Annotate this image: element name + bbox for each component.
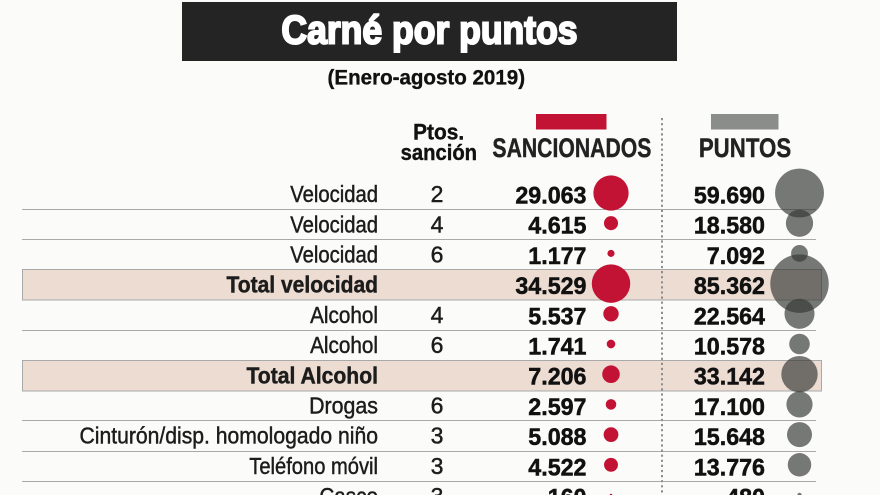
svg-text:PUNTOS: PUNTOS (699, 134, 791, 163)
svg-text:6: 6 (431, 242, 444, 268)
svg-text:4.522: 4.522 (528, 454, 586, 482)
svg-text:3: 3 (431, 453, 444, 479)
svg-text:5.088: 5.088 (528, 424, 586, 452)
svg-text:SANCIONADOS: SANCIONADOS (492, 134, 651, 164)
svg-text:34.529: 34.529 (515, 273, 586, 301)
svg-text:Drogas: Drogas (309, 393, 378, 419)
svg-text:4: 4 (431, 211, 444, 237)
svg-text:4: 4 (431, 302, 444, 328)
svg-text:7.206: 7.206 (528, 363, 586, 391)
svg-text:Carné por puntos: Carné por puntos (281, 8, 577, 52)
svg-text:(Enero-agosto 2019): (Enero-agosto 2019) (328, 66, 526, 89)
svg-text:29.063: 29.063 (515, 182, 586, 210)
svg-text:4.615: 4.615 (528, 212, 586, 240)
svg-text:17.100: 17.100 (694, 393, 765, 421)
svg-text:3: 3 (431, 423, 444, 449)
svg-text:33.142: 33.142 (694, 363, 765, 391)
svg-text:13.776: 13.776 (694, 454, 765, 482)
svg-text:sanción: sanción (401, 141, 477, 165)
svg-text:1.177: 1.177 (528, 242, 586, 270)
svg-text:Velocidad: Velocidad (290, 181, 378, 208)
svg-text:1.741: 1.741 (528, 333, 586, 361)
svg-text:Velocidad: Velocidad (290, 211, 378, 238)
svg-text:3: 3 (431, 483, 444, 495)
svg-text:Alcohol: Alcohol (310, 332, 378, 358)
svg-text:10.578: 10.578 (694, 333, 765, 361)
svg-text:2: 2 (431, 181, 444, 207)
svg-text:85.362: 85.362 (694, 273, 765, 301)
svg-text:2.597: 2.597 (528, 393, 586, 421)
svg-text:Ptos.: Ptos. (413, 120, 464, 145)
svg-text:22.564: 22.564 (694, 303, 766, 331)
svg-text:Total velocidad: Total velocidad (226, 272, 378, 298)
svg-text:Casco: Casco (319, 483, 378, 495)
svg-text:Alcohol: Alcohol (310, 302, 378, 328)
svg-text:Teléfono móvil: Teléfono móvil (249, 453, 378, 480)
svg-text:7.092: 7.092 (707, 242, 765, 270)
svg-text:18.580: 18.580 (694, 212, 765, 240)
svg-text:160: 160 (548, 484, 587, 495)
svg-text:Total Alcohol: Total Alcohol (246, 362, 378, 388)
svg-text:Cinturón/disp. homologado niño: Cinturón/disp. homologado niño (79, 423, 378, 449)
svg-text:6: 6 (431, 332, 444, 358)
svg-text:480: 480 (726, 484, 765, 495)
svg-text:5.537: 5.537 (528, 303, 586, 331)
svg-text:15.648: 15.648 (694, 424, 765, 452)
svg-text:Velocidad: Velocidad (290, 241, 378, 268)
svg-text:59.690: 59.690 (694, 182, 765, 210)
svg-text:6: 6 (431, 393, 444, 419)
